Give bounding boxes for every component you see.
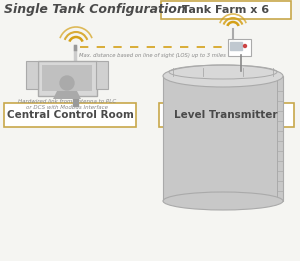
Ellipse shape	[163, 65, 283, 87]
Bar	[163, 76, 283, 201]
Polygon shape	[53, 91, 81, 99]
Circle shape	[244, 44, 247, 48]
FancyBboxPatch shape	[38, 61, 97, 96]
Text: Hardwired link from antenna to PLC
or DCS with Modbus Interface: Hardwired link from antenna to PLC or DC…	[18, 99, 116, 110]
Bar	[230, 42, 242, 50]
Text: Max. distance based on line of sight (LOS) up to 3 miles: Max. distance based on line of sight (LO…	[79, 53, 225, 58]
Bar	[96, 61, 108, 89]
Bar	[73, 98, 77, 106]
Ellipse shape	[163, 192, 283, 210]
FancyBboxPatch shape	[159, 103, 294, 127]
Bar	[42, 65, 92, 91]
FancyBboxPatch shape	[161, 1, 291, 19]
Text: Single Tank Configuration: Single Tank Configuration	[4, 3, 186, 16]
Bar	[26, 61, 38, 89]
FancyBboxPatch shape	[227, 39, 250, 56]
Text: Level Transmitter: Level Transmitter	[174, 110, 278, 120]
Circle shape	[60, 76, 74, 90]
Text: Central Control Room: Central Control Room	[7, 110, 134, 120]
Text: Tank Farm x 6: Tank Farm x 6	[182, 5, 270, 15]
FancyBboxPatch shape	[4, 103, 136, 127]
